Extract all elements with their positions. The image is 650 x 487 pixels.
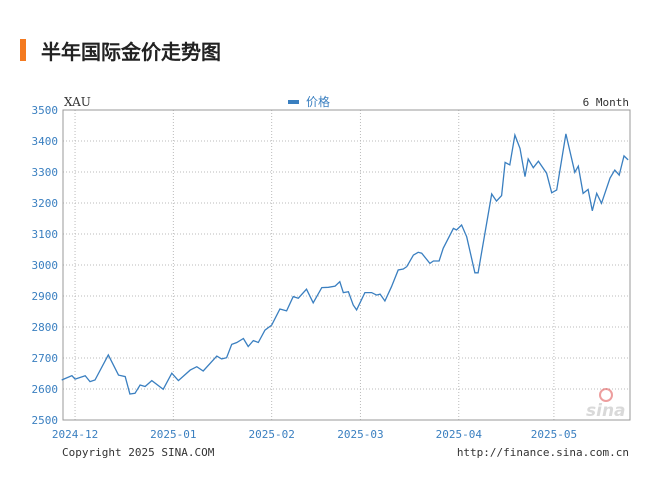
source-url: http://finance.sina.com.cn [457,446,629,459]
y-tick-label: 2600 [32,383,59,396]
symbol-label: XAU [64,95,91,109]
y-tick-label: 2500 [32,414,59,427]
legend-label: 价格 [306,94,330,109]
x-tick-label: 2025-03 [337,428,383,441]
y-tick-label: 3200 [32,197,59,210]
x-tick-label: 2024-12 [52,428,98,441]
x-tick-label: 2025-04 [436,428,483,441]
period-label: 6 Month [583,96,629,109]
y-tick-label: 3000 [32,259,59,272]
price-line [61,132,629,395]
copyright-text: Copyright 2025 SINA.COM [62,446,215,459]
y-tick-label: 3400 [32,135,59,148]
sina-watermark: sina [586,388,626,421]
x-tick-label: 2025-02 [248,428,294,441]
y-tick-label: 3300 [32,166,59,179]
y-tick-label: 2900 [32,290,59,303]
page-title: 半年国际金价走势图 [41,40,221,64]
svg-text:sina: sina [586,401,626,421]
grid [63,109,630,421]
title-accent-bar [20,39,26,61]
y-tick-label: 3500 [32,104,59,117]
legend-swatch [288,100,299,104]
y-tick-label: 2700 [32,352,59,365]
plot-frame [62,109,631,421]
x-tick-label: 2025-01 [150,428,196,441]
x-tick-label: 2025-05 [531,428,577,441]
y-tick-label: 2800 [32,321,59,334]
y-tick-label: 3100 [32,228,59,241]
